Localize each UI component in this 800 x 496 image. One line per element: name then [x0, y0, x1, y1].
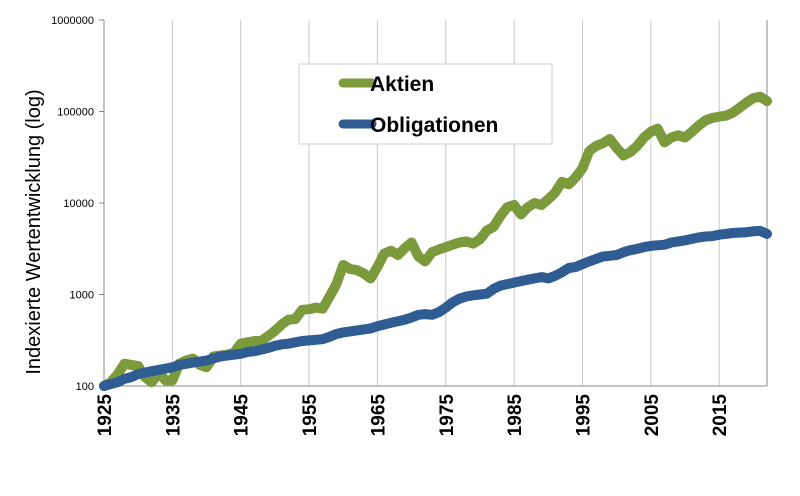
x-tick-label: 1985 [505, 394, 526, 437]
x-tick-label: 1955 [300, 394, 321, 437]
legend-box [298, 63, 553, 145]
x-tick-label: 1945 [232, 394, 253, 437]
series-line-obligationen [99, 225, 772, 391]
x-tick-label: 1975 [437, 394, 458, 437]
axes [99, 19, 768, 387]
y-tick-label: 1000000 [51, 15, 94, 27]
x-tick-label: 1965 [368, 394, 389, 437]
y-tick-label: 1000 [70, 290, 94, 302]
y-tick-label: 100 [76, 381, 94, 393]
tick-labels: 1925 1935 1945 1955 1965 1975 1985 1995 2005 2015… [51, 15, 731, 436]
x-tick-label: 2005 [642, 394, 663, 437]
legend: Aktien Obligationen [298, 63, 553, 145]
legend-label-obligationen: Obligationen [370, 114, 498, 137]
series-lines [99, 91, 772, 391]
x-tick-label: 1935 [163, 394, 184, 437]
x-tick-label: 2015 [710, 394, 731, 437]
y-tick-label: 100000 [57, 107, 94, 119]
y-axis-label: Indexierte Wertentwicklung (log) [23, 89, 45, 374]
x-tick-label: 1925 [95, 394, 116, 437]
x-tick-label: 1995 [573, 394, 594, 437]
y-tick-label: 10000 [63, 198, 94, 210]
legend-label-aktien: Aktien [370, 73, 434, 96]
